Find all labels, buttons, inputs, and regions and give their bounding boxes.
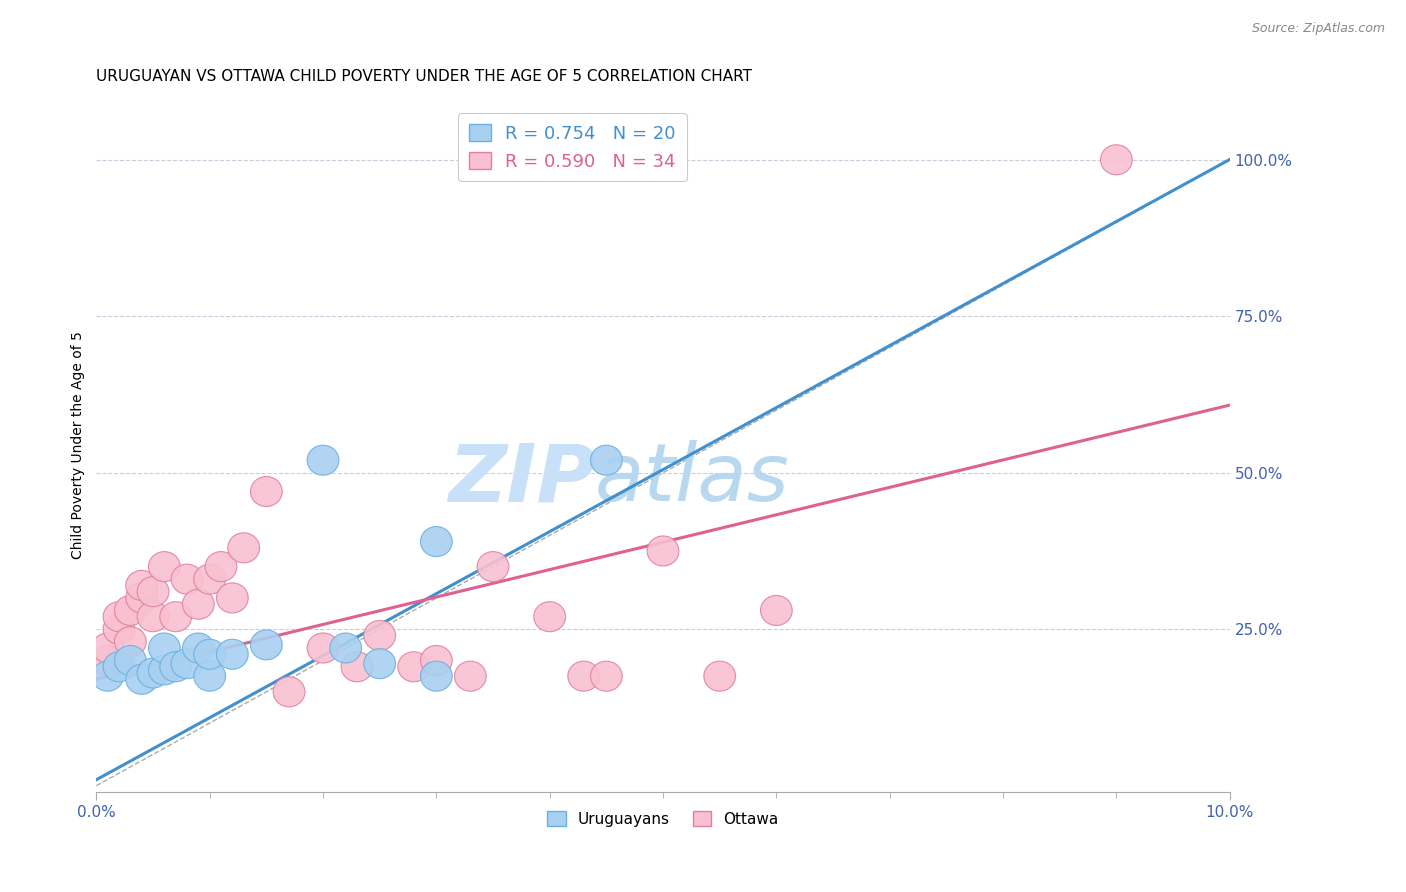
Ellipse shape <box>591 661 623 691</box>
Ellipse shape <box>420 661 453 691</box>
Ellipse shape <box>534 602 565 632</box>
Ellipse shape <box>217 582 249 613</box>
Ellipse shape <box>307 633 339 663</box>
Ellipse shape <box>477 551 509 582</box>
Ellipse shape <box>138 602 169 632</box>
Ellipse shape <box>364 621 395 650</box>
Text: Source: ZipAtlas.com: Source: ZipAtlas.com <box>1251 22 1385 36</box>
Ellipse shape <box>114 627 146 657</box>
Ellipse shape <box>149 633 180 663</box>
Ellipse shape <box>138 658 169 688</box>
Ellipse shape <box>342 652 373 681</box>
Ellipse shape <box>194 661 225 691</box>
Ellipse shape <box>125 665 157 694</box>
Ellipse shape <box>149 655 180 685</box>
Ellipse shape <box>91 633 124 663</box>
Ellipse shape <box>114 646 146 675</box>
Ellipse shape <box>205 551 236 582</box>
Ellipse shape <box>228 533 260 563</box>
Text: atlas: atlas <box>595 441 790 518</box>
Ellipse shape <box>273 677 305 706</box>
Ellipse shape <box>194 564 225 594</box>
Ellipse shape <box>250 476 283 507</box>
Legend: Uruguayans, Ottawa: Uruguayans, Ottawa <box>541 805 785 833</box>
Ellipse shape <box>103 615 135 644</box>
Ellipse shape <box>307 445 339 475</box>
Ellipse shape <box>172 648 202 679</box>
Text: ZIP: ZIP <box>447 441 595 518</box>
Ellipse shape <box>704 661 735 691</box>
Ellipse shape <box>194 640 225 669</box>
Y-axis label: Child Poverty Under the Age of 5: Child Poverty Under the Age of 5 <box>72 331 86 558</box>
Ellipse shape <box>454 661 486 691</box>
Ellipse shape <box>103 602 135 632</box>
Ellipse shape <box>330 633 361 663</box>
Ellipse shape <box>160 652 191 681</box>
Ellipse shape <box>103 652 135 681</box>
Ellipse shape <box>591 445 623 475</box>
Ellipse shape <box>250 630 283 660</box>
Ellipse shape <box>149 551 180 582</box>
Ellipse shape <box>420 646 453 675</box>
Ellipse shape <box>568 661 599 691</box>
Ellipse shape <box>172 564 202 594</box>
Ellipse shape <box>647 536 679 566</box>
Ellipse shape <box>1101 145 1132 175</box>
Ellipse shape <box>138 576 169 607</box>
Ellipse shape <box>91 661 124 691</box>
Ellipse shape <box>114 596 146 625</box>
Ellipse shape <box>125 582 157 613</box>
Ellipse shape <box>160 602 191 632</box>
Ellipse shape <box>91 646 124 675</box>
Ellipse shape <box>183 589 214 619</box>
Ellipse shape <box>183 633 214 663</box>
Ellipse shape <box>420 526 453 557</box>
Ellipse shape <box>761 596 792 625</box>
Ellipse shape <box>125 570 157 600</box>
Ellipse shape <box>364 648 395 679</box>
Ellipse shape <box>217 640 249 669</box>
Ellipse shape <box>398 652 430 681</box>
Text: URUGUAYAN VS OTTAWA CHILD POVERTY UNDER THE AGE OF 5 CORRELATION CHART: URUGUAYAN VS OTTAWA CHILD POVERTY UNDER … <box>97 69 752 84</box>
